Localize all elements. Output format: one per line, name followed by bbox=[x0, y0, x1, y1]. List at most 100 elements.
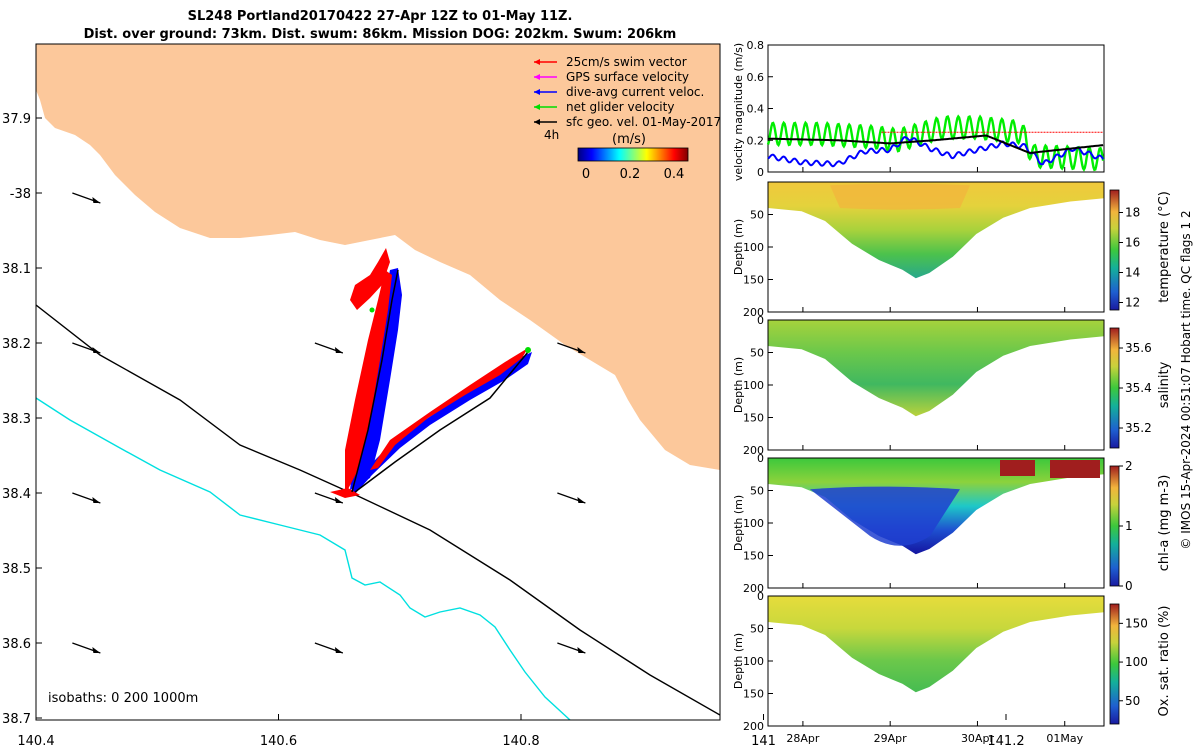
geo-velocity-arrow bbox=[1042, 643, 1070, 653]
velocity-ytick-label: 0 bbox=[757, 166, 764, 179]
geo-velocity-arrowhead bbox=[1062, 497, 1070, 503]
section-ytick-label: 100 bbox=[743, 379, 764, 392]
colorbar-tick-label: 0 bbox=[582, 167, 590, 182]
swim-vector-area bbox=[330, 488, 360, 498]
velocity-ylabel: velocity magnitude (m/s) bbox=[732, 43, 745, 181]
section-colorbar bbox=[1109, 189, 1120, 311]
section-ytick-label: 100 bbox=[743, 655, 764, 668]
section-ytick-label: 100 bbox=[743, 241, 764, 254]
section-ytick-label: 100 bbox=[743, 517, 764, 530]
colorbar-tick-label: 0.2 bbox=[620, 167, 641, 182]
colorbar-label: (m/s) bbox=[612, 132, 646, 147]
section-ytick-label: 150 bbox=[743, 550, 764, 563]
section-panel-temp: 50 100 150 200 Depth (m) 12 14 16 18 temperature … bbox=[732, 181, 1172, 319]
section-colorbar-tick-label: 1 bbox=[1125, 519, 1133, 533]
section-colorbar-tick-label: 18 bbox=[1125, 206, 1140, 220]
swim-vector-area bbox=[350, 248, 390, 310]
legend-entry: dive-avg current veloc. bbox=[566, 85, 704, 99]
section-colorbar-label: salinity bbox=[1157, 361, 1172, 408]
section-warm-patch bbox=[830, 183, 970, 210]
geo-velocity-arrowhead bbox=[92, 197, 101, 203]
geo-velocity-arrowhead bbox=[334, 347, 343, 353]
section-ytick-label: 0 bbox=[757, 314, 764, 327]
section-ylabel: Depth (m) bbox=[732, 633, 745, 689]
section-colorbar-tick-label: 0 bbox=[1125, 579, 1133, 593]
section-panel-sal: 0 50 100 150 200 Depth (m) 35.2 35.4 35.6 salinit… bbox=[732, 314, 1172, 457]
speed-colorbar: (m/s) 0 0.2 0.4 bbox=[577, 132, 689, 182]
dive-avg-current-area bbox=[350, 352, 532, 494]
chart-subtitle: Dist. over ground: 73km. Dist. swum: 86k… bbox=[83, 27, 677, 42]
section-colorbar-tick-label: 12 bbox=[1125, 296, 1140, 310]
map-ytick-label: 38.4 bbox=[2, 487, 31, 502]
legend-arrowhead bbox=[534, 59, 540, 65]
net-glider-velocity-marker bbox=[369, 307, 375, 313]
map-ytick-label: 38.1 bbox=[2, 262, 31, 277]
time-xtick-label: 28Apr bbox=[786, 732, 820, 745]
section-ylabel: Depth (m) bbox=[732, 219, 745, 275]
geo-velocity-arrowhead bbox=[334, 497, 343, 503]
time-xtick-label: 01May bbox=[1046, 732, 1083, 745]
section-ytick-label: 200 bbox=[743, 582, 764, 595]
legend-arrowhead bbox=[534, 74, 540, 80]
geo-velocity-arrowhead bbox=[92, 347, 101, 353]
section-colorbar-tick-label: 14 bbox=[1125, 266, 1140, 280]
map-ytick-label: 38.6 bbox=[2, 637, 31, 652]
section-colorbar-label: Ox. sat. ratio (%) bbox=[1157, 606, 1172, 717]
swim-vector-area bbox=[370, 348, 528, 470]
section-data-fill bbox=[768, 596, 1104, 693]
colorbar-gradient bbox=[577, 147, 689, 162]
map-xtick-label: 140.6 bbox=[260, 734, 297, 749]
section-colorbar-tick-label: 35.4 bbox=[1125, 381, 1152, 395]
colorbar-tick-label: 0.4 bbox=[664, 167, 685, 182]
geo-velocity-arrowhead bbox=[92, 647, 101, 653]
section-ytick-label: 200 bbox=[743, 306, 764, 319]
geo-velocity-arrow bbox=[1042, 493, 1070, 503]
isobath-note: isobaths: 0 200 1000m bbox=[48, 691, 198, 706]
section-colorbar-tick-label: 35.2 bbox=[1125, 421, 1152, 435]
velocity-ytick-label: 0.6 bbox=[747, 71, 765, 84]
section-ytick-label: 50 bbox=[750, 209, 764, 222]
day-label: 30 bbox=[776, 376, 793, 391]
section-colorbar bbox=[1109, 465, 1120, 587]
velocity-ytick-label: 0.4 bbox=[747, 103, 765, 116]
section-colorbar-label: chl-a (mg m-3) bbox=[1157, 475, 1172, 572]
section-colorbar-label: temperature (°C) bbox=[1157, 191, 1172, 303]
section-high-value-patch bbox=[1000, 460, 1100, 478]
glider-net-path bbox=[354, 351, 529, 493]
section-data-fill bbox=[768, 320, 1104, 417]
velocity-series-line bbox=[768, 134, 1104, 154]
section-ylabel: Depth (m) bbox=[732, 495, 745, 551]
velocity-ytick-label: 0.8 bbox=[747, 39, 765, 52]
section-ytick-label: 0 bbox=[757, 590, 764, 603]
section-ytick-label: 50 bbox=[750, 347, 764, 360]
map-frame bbox=[35, 43, 721, 721]
section-ylabel: Depth (m) bbox=[732, 357, 745, 413]
legend-arrowhead bbox=[534, 104, 540, 110]
map-ytick-label: 37.9 bbox=[2, 112, 31, 127]
copyright-note: © IMOS 15-Apr-2024 00:51:07 Hobart time.… bbox=[1179, 210, 1193, 550]
glider-net-path bbox=[351, 269, 399, 493]
section-ytick-label: 50 bbox=[750, 485, 764, 498]
map-xtick-label: 140.8 bbox=[502, 734, 539, 749]
geo-velocity-arrow bbox=[800, 643, 828, 653]
section-colorbar-tick-label: 50 bbox=[1125, 694, 1140, 708]
legend-entry: GPS surface velocity bbox=[566, 70, 689, 84]
section-panel-ox: 0 50 100 150 200 Depth (m) 50 100 150 Ox. sat. ra… bbox=[732, 590, 1172, 733]
net-glider-velocity-marker bbox=[525, 347, 531, 353]
section-colorbar-tick-label: 16 bbox=[1125, 236, 1140, 250]
map-ytick-label: -38 bbox=[10, 187, 31, 202]
map-ytick-label: 38.2 bbox=[2, 337, 31, 352]
legend-arrowhead bbox=[534, 119, 540, 125]
geo-velocity-arrowhead bbox=[577, 347, 586, 353]
time-xtick-label: 30Apr bbox=[961, 732, 995, 745]
section-ytick-label: 0 bbox=[757, 452, 764, 465]
map-ytick-label: 38.7 bbox=[2, 712, 31, 727]
section-colorbar bbox=[1109, 603, 1120, 725]
velocity-ytick-label: 0.2 bbox=[747, 134, 765, 147]
map-xtick-label: 141 bbox=[751, 734, 776, 749]
section-ytick-label: 200 bbox=[743, 720, 764, 733]
section-ytick-label: 150 bbox=[743, 688, 764, 701]
